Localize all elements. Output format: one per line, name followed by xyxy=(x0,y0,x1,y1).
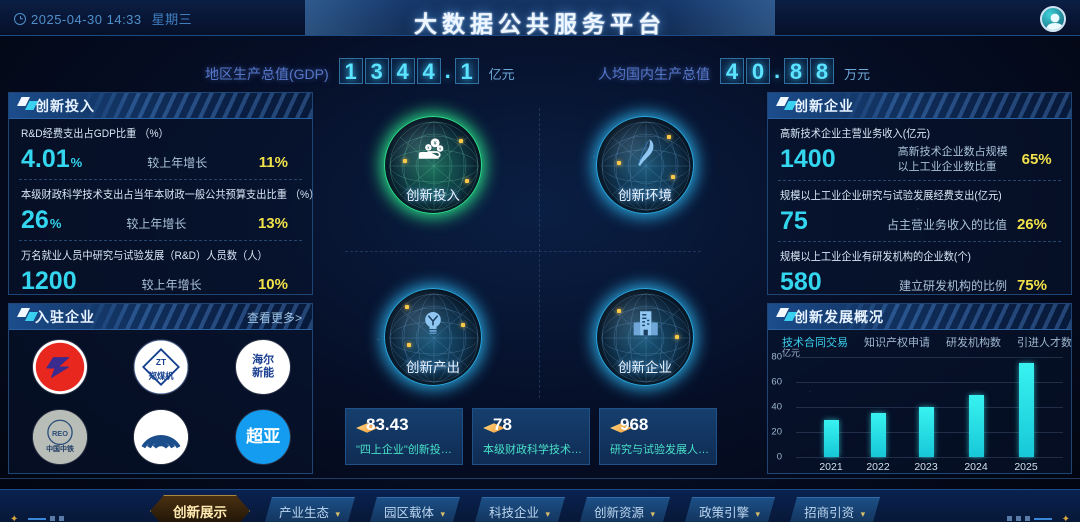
svg-text:中国中铁: 中国中铁 xyxy=(46,444,74,453)
svg-text:郑煤机: 郑煤机 xyxy=(149,371,175,381)
svg-text:¥: ¥ xyxy=(434,140,437,146)
svg-text:REO: REO xyxy=(52,429,68,438)
svg-text:ZT: ZT xyxy=(156,357,167,367)
